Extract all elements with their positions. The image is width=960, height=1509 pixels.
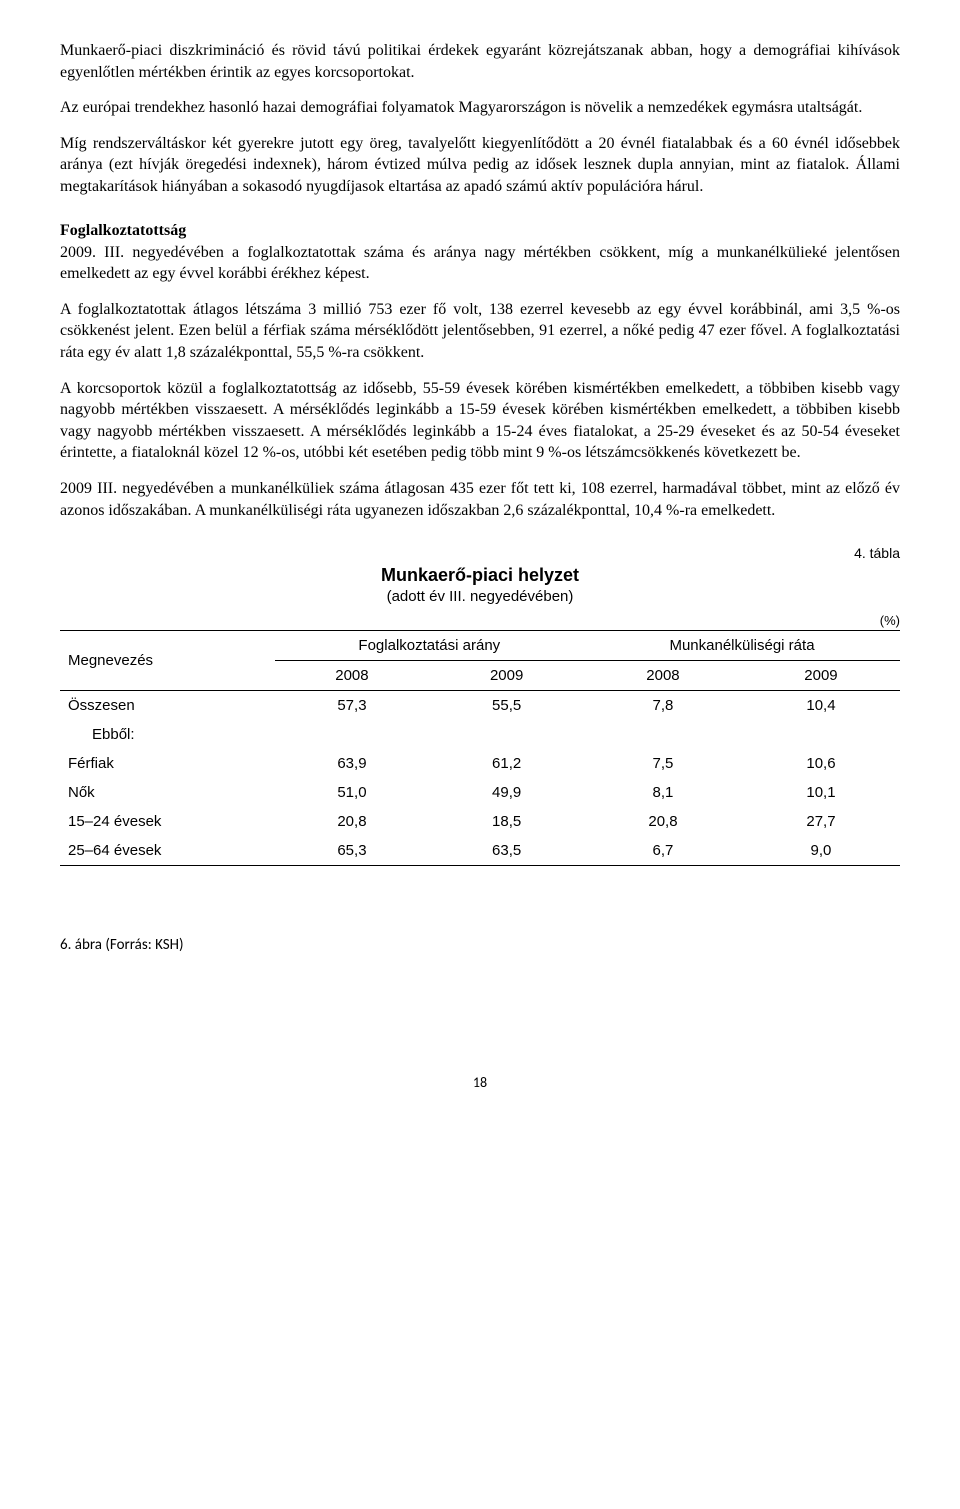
employment-p1: 2009. III. negyedévében a foglalkoztatot… xyxy=(60,242,900,285)
employment-paragraphs: 2009. III. negyedévében a foglalkoztatot… xyxy=(60,242,900,522)
cell-nok-v1: 51,0 xyxy=(275,778,430,807)
labour-market-table: Megnevezés Foglalkoztatási arány Munkané… xyxy=(60,630,900,866)
col-header-megnevezes: Megnevezés xyxy=(60,631,275,691)
paragraph-3: Míg rendszerváltáskor két gyerekre jutot… xyxy=(60,133,900,198)
cell-total-v1: 57,3 xyxy=(275,691,430,721)
labour-market-table-block: 4. tábla Munkaerő-piaci helyzet (adott é… xyxy=(60,545,900,866)
table-number-label: 4. tábla xyxy=(60,545,900,561)
cell-label-2564: 25–64 évesek xyxy=(60,836,275,866)
cell-nok-v2: 49,9 xyxy=(429,778,584,807)
page-number: 18 xyxy=(60,1074,900,1091)
cell-label-ebbol: Ebből: xyxy=(60,720,275,749)
section-heading-foglalkoztatottsag: Foglalkoztatottság xyxy=(60,222,900,240)
col-group-foglalkoztatasi: Foglalkoztatási arány xyxy=(275,631,584,661)
cell-2564-v3: 6,7 xyxy=(584,836,742,866)
cell-label-1524: 15–24 évesek xyxy=(60,807,275,836)
cell-ferfiak-v2: 61,2 xyxy=(429,749,584,778)
cell-1524-v3: 20,8 xyxy=(584,807,742,836)
col-group-munkanelkulisegi: Munkanélküliségi ráta xyxy=(584,631,900,661)
col-year-2009-a: 2009 xyxy=(429,661,584,691)
cell-2564-v1: 65,3 xyxy=(275,836,430,866)
cell-2564-v4: 9,0 xyxy=(742,836,900,866)
cell-total-v2: 55,5 xyxy=(429,691,584,721)
cell-total-v3: 7,8 xyxy=(584,691,742,721)
col-year-2009-b: 2009 xyxy=(742,661,900,691)
cell-ferfiak-v4: 10,6 xyxy=(742,749,900,778)
cell-total-v4: 10,4 xyxy=(742,691,900,721)
table-subtitle: (adott év III. negyedévében) xyxy=(60,588,900,605)
cell-1524-v1: 20,8 xyxy=(275,807,430,836)
employment-p3: A korcsoportok közül a foglalkoztatottsá… xyxy=(60,378,900,464)
cell-ferfiak-v1: 63,9 xyxy=(275,749,430,778)
cell-2564-v2: 63,5 xyxy=(429,836,584,866)
col-year-2008-b: 2008 xyxy=(584,661,742,691)
table-title: Munkaerő-piaci helyzet xyxy=(60,565,900,586)
paragraph-2: Az európai trendekhez hasonló hazai demo… xyxy=(60,97,900,119)
table-unit: (%) xyxy=(60,613,900,628)
table-row-nok: Nők 51,0 49,9 8,1 10,1 xyxy=(60,778,900,807)
table-row-1524: 15–24 évesek 20,8 18,5 20,8 27,7 xyxy=(60,807,900,836)
cell-label-nok: Nők xyxy=(60,778,275,807)
table-row-ferfiak: Férfiak 63,9 61,2 7,5 10,6 xyxy=(60,749,900,778)
cell-nok-v4: 10,1 xyxy=(742,778,900,807)
table-row-ebbol: Ebből: xyxy=(60,720,900,749)
table-header-row-groups: Megnevezés Foglalkoztatási arány Munkané… xyxy=(60,631,900,661)
cell-1524-v4: 27,7 xyxy=(742,807,900,836)
paragraph-1: Munkaerő-piaci diszkrimináció és rövid t… xyxy=(60,40,900,83)
cell-ferfiak-v3: 7,5 xyxy=(584,749,742,778)
figure-caption: 6. ábra (Forrás: KSH) xyxy=(60,936,900,954)
cell-nok-v3: 8,1 xyxy=(584,778,742,807)
table-row-2564: 25–64 évesek 65,3 63,5 6,7 9,0 xyxy=(60,836,900,866)
intro-paragraphs: Munkaerő-piaci diszkrimináció és rövid t… xyxy=(60,40,900,198)
cell-label-total: Összesen xyxy=(60,691,275,721)
col-year-2008-a: 2008 xyxy=(275,661,430,691)
cell-1524-v2: 18,5 xyxy=(429,807,584,836)
cell-label-ferfiak: Férfiak xyxy=(60,749,275,778)
employment-p2: A foglalkoztatottak átlagos létszáma 3 m… xyxy=(60,299,900,364)
table-row-total: Összesen 57,3 55,5 7,8 10,4 xyxy=(60,691,900,721)
employment-p4: 2009 III. negyedévében a munkanélküliek … xyxy=(60,478,900,521)
